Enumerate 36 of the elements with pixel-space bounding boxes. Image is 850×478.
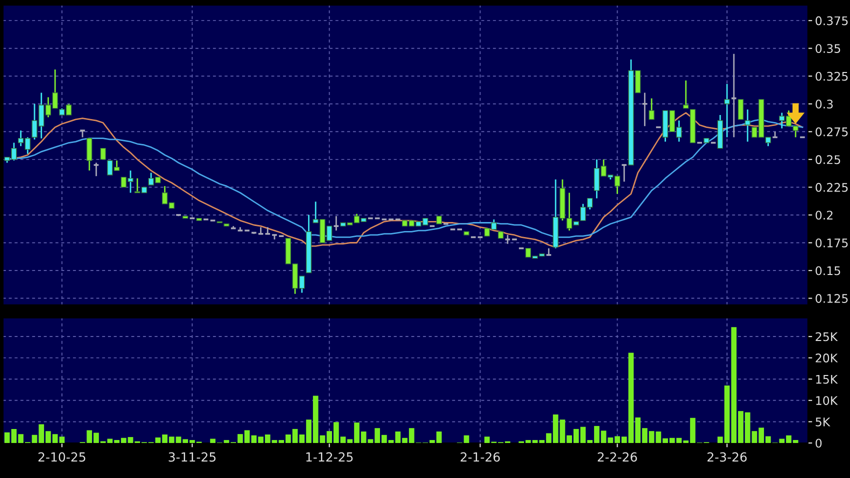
candlestick [92,162,100,177]
candlestick [332,215,340,232]
y-tick-label: 20K [816,354,838,362]
y-tick-label: 0.325 [816,72,848,81]
candlestick [620,164,628,182]
y-tick-label: 0.3 [816,100,833,109]
y-tick-label: 5K [816,418,830,426]
y-tick-label: 0.175 [816,238,848,248]
y-tick-label: 0.125 [816,294,848,303]
y-tick-label: 0.375 [816,16,848,26]
x-tick-label: 2-3-26 [708,452,747,462]
candlestick [648,98,654,120]
x-tick-label: 2-1-26 [460,452,500,462]
y-tick-label: 0.225 [816,182,848,192]
candlestick [724,83,730,138]
y-tick-label: 0.25 [816,155,840,164]
y-tick-label: 0 [816,438,822,448]
x-tick-label: 2-10-25 [38,452,86,462]
x-tick-label: 3-11-25 [168,452,216,462]
candlestick [100,148,106,160]
y-tick-label: 0.2 [816,210,832,220]
y-tick-label: 0.275 [816,127,848,136]
candlestick [738,99,744,120]
candlestick [641,92,648,127]
candlestick [744,108,750,142]
y-tick-label: 25K [816,332,838,342]
candlestick [264,226,271,235]
x-tick-label: 2-2-26 [598,452,637,462]
x-tick-label: 1-12-25 [306,452,353,462]
y-tick-label: 15K [816,374,838,384]
candlestick [683,80,689,110]
candlestick [257,226,264,235]
candlestick [86,138,92,172]
y-tick-label: 0.15 [816,266,840,276]
y-tick-label: 0.35 [816,44,840,53]
y-tick-label: 10K [816,396,838,406]
